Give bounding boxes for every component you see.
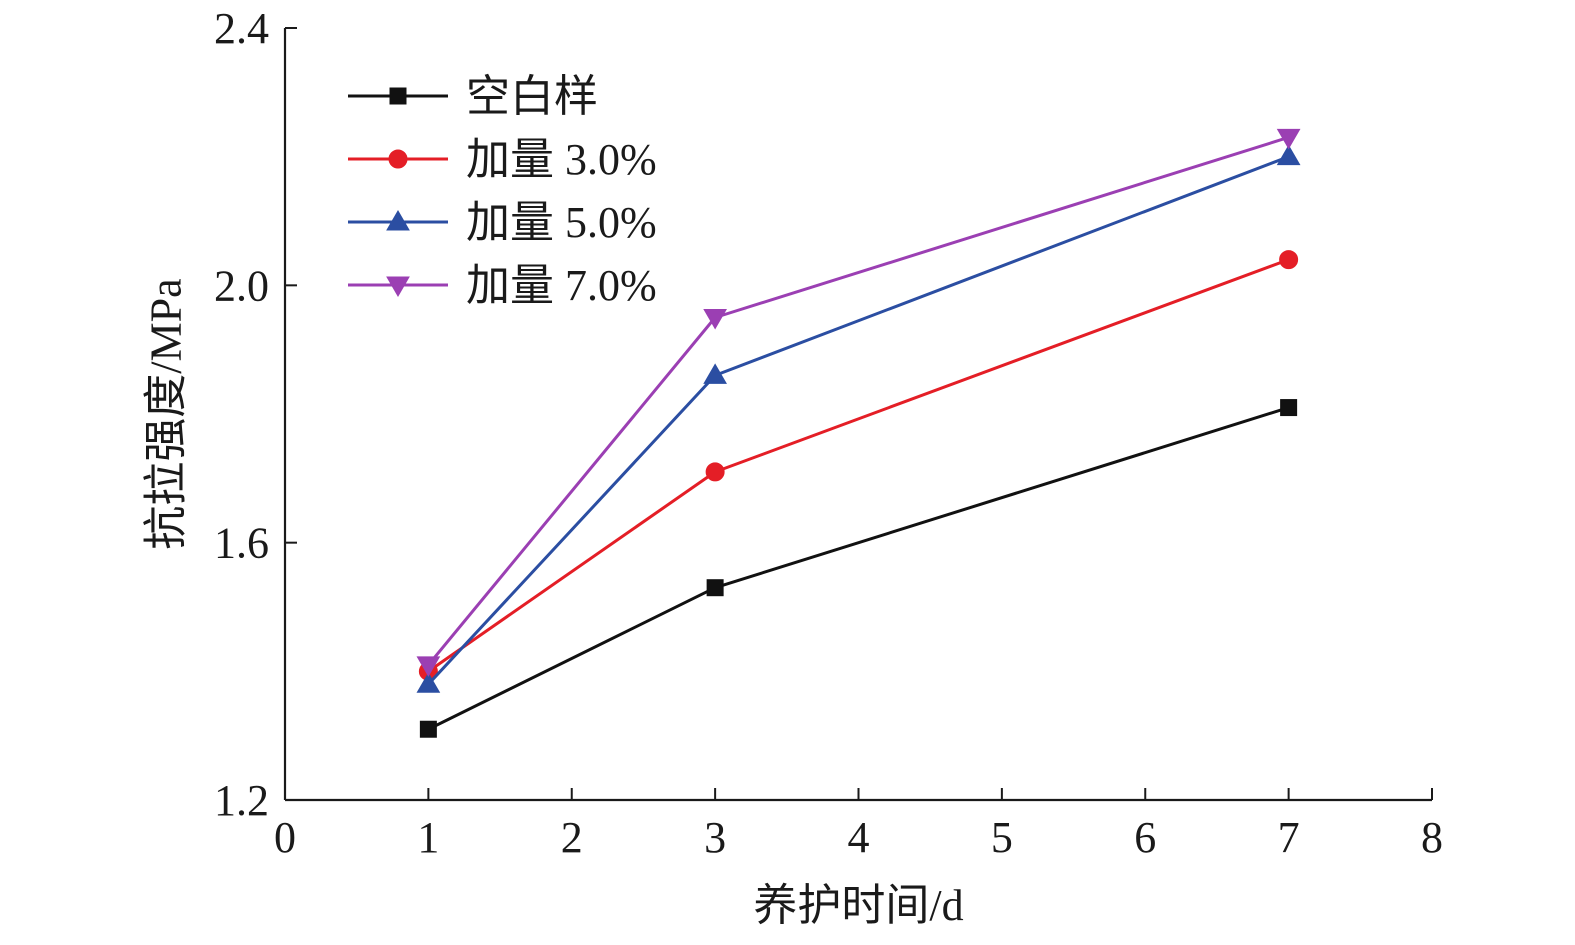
x-tick-label: 5: [991, 813, 1013, 862]
data-point: [706, 579, 724, 597]
y-tick-label: 1.2: [214, 776, 269, 825]
x-axis-title: 养护时间/d: [753, 881, 963, 930]
legend-item: 空白样: [348, 72, 598, 121]
x-tick-label: 0: [274, 813, 296, 862]
x-tick-label: 6: [1134, 813, 1156, 862]
data-point: [416, 656, 441, 677]
legend-marker: [386, 276, 410, 297]
series-3: [416, 144, 1301, 693]
legend-label: 空白样: [466, 72, 598, 121]
x-tick-label: 8: [1421, 813, 1443, 862]
legend-marker: [389, 87, 407, 105]
legend-label: 加量 5.0%: [466, 198, 657, 247]
legend-label: 加量 3.0%: [466, 135, 657, 184]
data-point: [703, 309, 727, 330]
legend-item: 加量 7.0%: [348, 261, 657, 310]
x-tick-label: 7: [1278, 813, 1300, 862]
legend-item: 加量 5.0%: [348, 198, 657, 247]
plot-series: [416, 128, 1301, 738]
series-4: [416, 128, 1301, 677]
legend-marker: [386, 210, 410, 231]
x-tick-label: 3: [704, 813, 726, 862]
data-point: [1280, 399, 1298, 417]
data-point: [703, 363, 727, 384]
y-tick-label: 2.4: [214, 4, 269, 53]
x-tick-label: 4: [848, 813, 870, 862]
series-2: [418, 250, 1299, 681]
data-point: [1276, 128, 1301, 150]
y-axis-ticks: 1.2 1.6 2.0 2.4: [214, 4, 297, 825]
legend-label: 加量 7.0%: [466, 261, 657, 310]
x-tick-label: 2: [561, 813, 583, 862]
data-point: [705, 462, 725, 482]
data-point: [419, 720, 437, 738]
legend-item: 加量 3.0%: [348, 135, 657, 184]
y-tick-label: 1.6: [214, 519, 269, 568]
data-point: [416, 672, 441, 693]
data-point: [1276, 144, 1301, 166]
y-axis-title: 抗拉强度/MPa: [141, 278, 190, 549]
x-tick-label: 1: [417, 813, 439, 862]
x-axis-ticks: 0 1 2 3 4 5 6 7 8: [274, 788, 1443, 862]
series-line: [427, 406, 1290, 731]
axes: [283, 28, 1432, 802]
data-point: [1279, 250, 1299, 270]
y-tick-label: 2.0: [214, 261, 269, 310]
legend-marker: [388, 149, 408, 169]
series-1: [419, 399, 1298, 738]
